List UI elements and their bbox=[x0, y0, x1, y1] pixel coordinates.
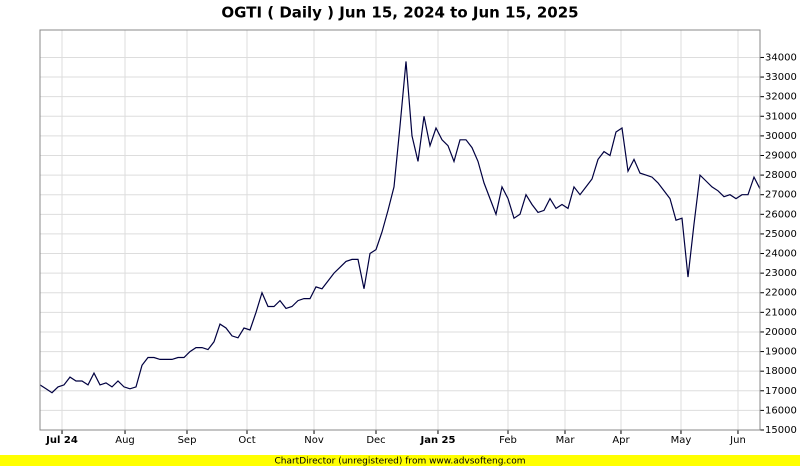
y-tick-label: 18000 bbox=[765, 366, 797, 377]
y-tick-label: 20000 bbox=[765, 327, 797, 338]
x-tick-label: Feb bbox=[499, 435, 517, 446]
x-tick-label: Jan 25 bbox=[419, 435, 455, 446]
y-tick-label: 27000 bbox=[765, 190, 797, 201]
x-tick-label: May bbox=[671, 435, 692, 446]
y-tick-label: 15000 bbox=[765, 425, 797, 436]
footer-text: ChartDirector (unregistered) from www.ad… bbox=[274, 457, 525, 467]
y-tick-label: 17000 bbox=[765, 386, 797, 397]
plot-area bbox=[39, 29, 761, 431]
x-tick-label: Nov bbox=[304, 435, 324, 446]
y-tick-label: 22000 bbox=[765, 288, 797, 299]
y-tick-label: 30000 bbox=[765, 131, 797, 142]
x-tick-label: Sep bbox=[178, 435, 197, 446]
y-tick-label: 24000 bbox=[765, 249, 797, 260]
y-tick-label: 34000 bbox=[765, 52, 797, 63]
x-tick-label: Apr bbox=[612, 435, 630, 446]
price-line bbox=[39, 61, 761, 394]
y-tick-label: 29000 bbox=[765, 150, 797, 161]
x-tick-label: Jul 24 bbox=[45, 435, 78, 446]
y-tick-label: 28000 bbox=[765, 170, 797, 181]
x-tick-label: Aug bbox=[115, 435, 135, 446]
x-tick-label: Oct bbox=[238, 435, 255, 446]
y-tick-label: 26000 bbox=[765, 209, 797, 220]
y-tick-label: 16000 bbox=[765, 405, 797, 416]
x-tick-label: Jun bbox=[729, 435, 746, 446]
footer-bar bbox=[0, 455, 800, 466]
y-tick-label: 21000 bbox=[765, 307, 797, 318]
x-tick-label: Dec bbox=[366, 435, 385, 446]
chart-title: OGTI ( Daily ) Jun 15, 2024 to Jun 15, 2… bbox=[221, 4, 578, 22]
x-tick-label: Mar bbox=[556, 435, 576, 446]
y-tick-label: 23000 bbox=[765, 268, 797, 279]
plot-border bbox=[39, 29, 761, 431]
y-tick-label: 33000 bbox=[765, 72, 797, 83]
y-tick-label: 31000 bbox=[765, 111, 797, 122]
y-tick-label: 25000 bbox=[765, 229, 797, 240]
y-tick-label: 19000 bbox=[765, 347, 797, 358]
y-tick-label: 32000 bbox=[765, 92, 797, 103]
